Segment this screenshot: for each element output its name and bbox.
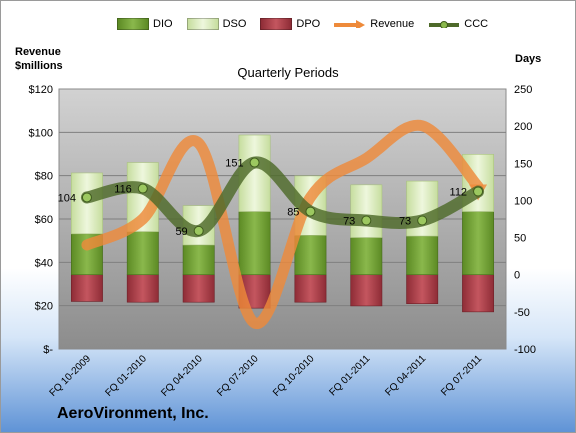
category-label: FQ 04-2010 [159,353,205,399]
legend-label-dpo: DPO [296,18,321,30]
ccc-point [193,225,204,236]
left-axis-title: Revenue $millions [15,46,63,72]
bar-dso [350,184,383,238]
chart-title: Quarterly Periods [237,65,339,80]
right-tick-label: 100 [514,195,532,207]
ccc-data-label: 73 [343,215,355,227]
ccc-data-label: 151 [225,158,243,170]
bar-dpo [182,274,215,303]
legend-label-dio: DIO [153,18,173,30]
right-tick-label: 50 [514,233,526,245]
bar-dio [126,231,159,276]
legend: DIO DSO DPO Revenue CCC [117,16,502,32]
bar-dpo [70,274,103,302]
legend-item-dio: DIO [117,18,173,30]
ccc-data-label: 104 [58,192,76,204]
bar-dio [294,235,327,276]
left-tick-label: $80 [35,171,53,183]
category-label: FQ 01-2011 [327,353,372,398]
category-label: FQ 10-2009 [48,353,94,399]
legend-swatch-dpo [260,18,293,30]
right-tick-label: 0 [514,270,520,282]
left-tick-label: $100 [29,127,53,139]
category-label: FQ 10-2010 [271,353,317,399]
ccc-data-label: 116 [114,184,132,196]
ccc-data-label: 59 [175,226,187,238]
ccc-point [81,192,92,203]
category-label: FQ 01-2010 [103,353,149,399]
left-tick-label: $60 [35,214,53,226]
ccc-data-label: 112 [450,187,468,199]
right-tick-label: 200 [514,121,532,133]
ccc-point [137,183,148,194]
legend-label-revenue: Revenue [370,18,415,30]
ccc-point [361,215,372,226]
legend-swatch-dio [117,18,149,30]
ccc-point [417,215,428,226]
ccc-point [473,186,484,197]
bars [70,134,495,313]
right-axis-title: Days [515,53,542,65]
lines [80,119,488,329]
legend-swatch-dso [186,18,219,30]
legend-line-ccc [429,21,460,28]
category-label: FQ 04-2011 [383,353,428,398]
left-tick-label: $40 [35,257,53,269]
ccc-point [305,206,316,217]
company-name: AeroVironment, Inc. [57,405,209,422]
bar-dio [406,235,439,276]
bar-dio [238,211,271,276]
legend-label-ccc: CCC [464,18,489,30]
ccc-point [249,157,260,168]
ccc-data-label: 73 [399,215,411,227]
revenue-line [81,119,484,329]
bar-dpo [462,274,495,313]
ccc-data-label: 85 [287,207,299,219]
legend-arrow-revenue [334,20,366,28]
right-tick-label: 250 [514,84,532,96]
category-label: FQ 07-2011 [439,353,484,398]
left-tick-label: $20 [35,301,53,313]
bar-dio [350,237,383,276]
right-tick-label: -50 [514,307,530,319]
ccc-line [80,156,485,237]
legend-item-revenue: Revenue [334,18,414,30]
legend-item-dso: DSO [186,18,247,30]
bar-dpo [406,274,439,304]
bar-dpo [294,274,327,303]
bar-dpo [126,274,159,303]
legend-item-dpo: DPO [260,18,320,30]
legend-item-ccc: CCC [428,18,488,30]
bar-dpo [350,274,383,307]
legend-label-dso: DSO [222,18,247,30]
bar-dio [182,244,215,276]
bar-dio [462,211,495,276]
right-tick-label: 150 [514,158,532,170]
left-tick-label: $- [43,344,53,356]
right-tick-label: -100 [514,344,536,356]
left-tick-label: $120 [29,84,53,96]
category-label: FQ 07-2010 [215,353,261,399]
